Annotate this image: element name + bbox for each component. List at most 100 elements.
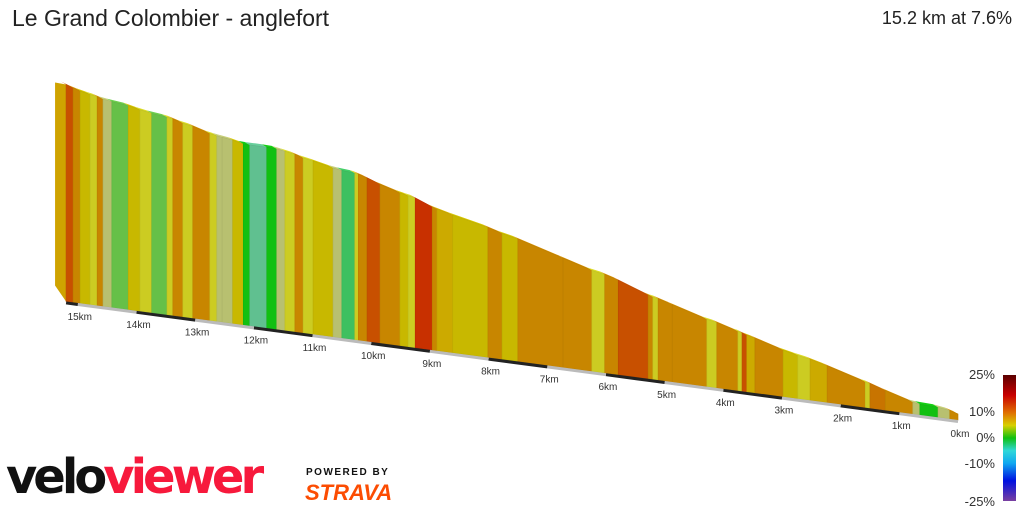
gradient-segment [216, 135, 223, 323]
gradient-segment [127, 105, 141, 312]
gradient-segment [72, 87, 81, 304]
axis-km-band [312, 334, 372, 345]
gradient-segment [647, 294, 654, 380]
axis-km-band [605, 373, 665, 384]
segment-top-face [298, 154, 314, 161]
powered-by-label: POWERED BY [306, 467, 390, 478]
distance-tick-labels: 15km 14km 13km 12km 11km 10km 9km 8km 7km 6km 5km 4… [68, 312, 970, 440]
axis-km-band [194, 318, 255, 330]
tick-label: 12km [244, 335, 268, 346]
gradient-segment [741, 332, 748, 393]
segment-top-face [106, 98, 129, 106]
legend-label-10: 10% [968, 404, 995, 419]
tick-label: 1km [892, 421, 911, 432]
segment-top-face [860, 379, 870, 384]
gradient-segment [399, 192, 409, 348]
axis-km-band [488, 357, 548, 369]
tick-label: 8km [481, 367, 500, 378]
gradient-segment [754, 337, 784, 398]
tick-label: 6km [598, 382, 617, 393]
gradient-segment [517, 238, 564, 368]
gradient-segment [232, 139, 244, 326]
segment-top-face [135, 106, 152, 114]
gradient-segment [111, 101, 129, 311]
legend-label-0: 0% [976, 430, 995, 445]
axis-km-band [840, 404, 900, 416]
segment-top-face [732, 328, 743, 333]
gradient-segment [949, 410, 959, 421]
gradient-segment [864, 381, 871, 409]
gradient-segment [221, 136, 234, 324]
segment-top-face [907, 399, 920, 405]
gradient-segment [276, 148, 286, 331]
tick-label: 5km [657, 390, 676, 401]
segment-top-face [586, 267, 605, 275]
gradient-segment [414, 197, 433, 351]
gradient-segment [782, 349, 799, 400]
distance-axis [65, 301, 959, 423]
page-title: Le Grand Colombier - anglefort [12, 5, 330, 31]
axis-km-band [253, 326, 313, 338]
gradient-segment [431, 206, 438, 352]
segment-top-face [244, 141, 267, 148]
segment-top-face [914, 401, 939, 408]
gradient-segment [797, 354, 811, 401]
gradient-segment [172, 118, 184, 318]
segment-top-face [403, 192, 416, 198]
gradient-segment [341, 170, 356, 341]
gradient-segment [302, 157, 314, 335]
axis-km-band [723, 388, 783, 400]
gradient-segment [652, 296, 659, 381]
legend-label-neg25: -25% [964, 494, 995, 509]
segment-top-face [85, 91, 98, 97]
segment-top-face [211, 132, 223, 138]
tick-label: 7km [540, 374, 559, 385]
logo-velo: velo [6, 449, 107, 505]
segment-top-face [792, 352, 811, 360]
segment-top-face [146, 110, 167, 118]
segment-top-face [204, 130, 217, 136]
tick-label: 15km [68, 312, 92, 323]
gradient-segment [242, 143, 251, 327]
legend-label-25: 25% [968, 367, 995, 382]
segment-top-face [349, 170, 359, 175]
veloviewer-logo: veloviewer [6, 449, 264, 505]
gradient-segment [436, 208, 454, 354]
gradient-segment [884, 390, 914, 415]
gradient-segment [716, 322, 739, 392]
gradient-segment [139, 109, 153, 314]
gradient-segment [737, 331, 743, 392]
axis-km-band [664, 381, 724, 392]
gradient-segment [249, 144, 268, 329]
gradient-segment [65, 83, 74, 303]
gradient-segment [89, 94, 98, 306]
gradient-segment [912, 401, 921, 416]
gradient-segment [657, 298, 673, 383]
gradient-segment [826, 365, 866, 409]
legend-label-neg10: -10% [964, 456, 995, 471]
axis-km-band [781, 396, 841, 408]
gradient-segment [332, 167, 343, 339]
segment-top-face [336, 167, 355, 174]
segment-top-face [161, 114, 173, 119]
segment-top-face [279, 148, 295, 155]
gradient-segment [869, 383, 886, 411]
segment-top-face [261, 144, 277, 149]
gradient-segment [452, 214, 489, 358]
tick-label: 14km [126, 320, 150, 331]
gradient-segment [166, 116, 174, 316]
gradient-segment [746, 334, 756, 394]
segment-top-face [217, 134, 233, 141]
gradient-segment [266, 146, 278, 330]
tick-label: 9km [422, 359, 441, 370]
axis-km-band [899, 412, 959, 423]
segment-top-face [271, 145, 285, 152]
gradient-segment [604, 273, 619, 376]
gradient-segment [562, 257, 593, 372]
segment-top-face [328, 164, 342, 171]
strava-logo: STRAVA [305, 480, 393, 505]
gradient-segment [102, 98, 113, 308]
gradient-segment [182, 122, 194, 319]
gradient-segment [151, 113, 168, 316]
